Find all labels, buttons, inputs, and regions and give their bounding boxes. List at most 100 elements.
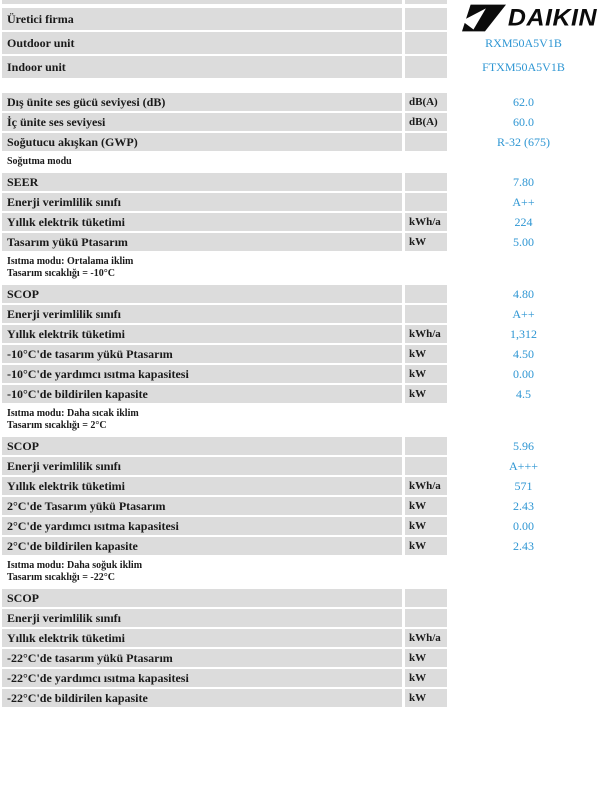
row-value: A++ bbox=[512, 194, 535, 209]
column-divider bbox=[402, 113, 405, 131]
section-header-heating-colder: Isıtma modu: Daha soğuk iklim Tasarım sı… bbox=[2, 560, 600, 584]
daikin-logo-text: DAIKIN bbox=[507, 4, 597, 31]
row-label: -10°C'de yardımcı ısıtma kapasitesi bbox=[2, 365, 402, 383]
row-unit bbox=[405, 609, 447, 627]
row-value: 4.5 bbox=[516, 386, 531, 401]
table-row: Enerji verimlilik sınıfı A++ bbox=[2, 305, 600, 323]
column-divider bbox=[402, 173, 405, 191]
row-value: 571 bbox=[514, 478, 533, 493]
column-divider bbox=[402, 477, 405, 495]
section-header-line: Tasarım sıcaklığı = -22°C bbox=[7, 572, 115, 583]
row-unit: dB(A) bbox=[405, 93, 447, 111]
table-row: Soğutucu akışkan (GWP) R-32 (675) bbox=[2, 133, 600, 151]
row-label: Yıllık elektrik tüketimi bbox=[2, 325, 402, 343]
column-divider bbox=[402, 649, 405, 667]
row-unit: dB(A) bbox=[405, 113, 447, 131]
row-value: A++ bbox=[512, 306, 535, 321]
row-unit bbox=[405, 173, 447, 191]
section-header-line: Isıtma modu: Daha soğuk iklim bbox=[7, 560, 143, 571]
row-unit: kWh/a bbox=[405, 629, 447, 647]
table-row: SEER 7.80 bbox=[2, 173, 600, 191]
row-unit: kWh/a bbox=[405, 213, 447, 231]
row-value: RXM50A5V1B bbox=[485, 35, 562, 50]
row-unit: kW bbox=[405, 345, 447, 363]
row-unit: kWh/a bbox=[405, 325, 447, 343]
column-divider bbox=[402, 305, 405, 323]
row-label: Yıllık elektrik tüketimi bbox=[2, 629, 402, 647]
section-header-line: Isıtma modu: Daha sıcak iklim bbox=[7, 408, 139, 419]
row-label: -10°C'de tasarım yükü Ptasarım bbox=[2, 345, 402, 363]
table-row: Yıllık elektrik tüketimi kWh/a 1,312 bbox=[2, 325, 600, 343]
table-row: Yıllık elektrik tüketimi kWh/a 571 bbox=[2, 477, 600, 495]
section-header-heating-average: Isıtma modu: Ortalama iklim Tasarım sıca… bbox=[2, 256, 600, 280]
column-divider bbox=[402, 345, 405, 363]
row-value: 4.50 bbox=[513, 346, 534, 361]
table-row: Dış ünite ses gücü seviyesi (dB) dB(A) 6… bbox=[2, 93, 600, 111]
row-label: Yıllık elektrik tüketimi bbox=[2, 213, 402, 231]
daikin-mark-icon bbox=[461, 4, 506, 32]
row-unit: kW bbox=[405, 517, 447, 535]
row-value: 62.0 bbox=[513, 94, 534, 109]
row-label: Outdoor unit bbox=[2, 32, 402, 54]
row-value bbox=[447, 689, 600, 707]
column-divider bbox=[402, 457, 405, 475]
row-value: 2.43 bbox=[513, 538, 534, 553]
row-value: 60.0 bbox=[513, 114, 534, 129]
row-label: Enerji verimlilik sınıfı bbox=[2, 193, 402, 211]
column-divider bbox=[402, 589, 405, 607]
row-value: 0.00 bbox=[513, 366, 534, 381]
section-header-line: Isıtma modu: Ortalama iklim bbox=[7, 256, 134, 267]
column-divider bbox=[402, 517, 405, 535]
spec-table: Üretici firma Outdoor unit RXM50A5V1B In… bbox=[2, 0, 600, 709]
row-unit bbox=[405, 32, 447, 54]
row-unit: kW bbox=[405, 385, 447, 403]
row-value: 5.96 bbox=[513, 438, 534, 453]
column-divider bbox=[402, 56, 405, 78]
column-divider bbox=[402, 537, 405, 555]
column-divider bbox=[402, 233, 405, 251]
row-value bbox=[447, 609, 600, 627]
row-label: -22°C'de yardımcı ısıtma kapasitesi bbox=[2, 669, 402, 687]
table-row: SCOP 4.80 bbox=[2, 285, 600, 303]
row-label: Enerji verimlilik sınıfı bbox=[2, 609, 402, 627]
column-divider bbox=[402, 93, 405, 111]
table-row: -22°C'de yardımcı ısıtma kapasitesi kW bbox=[2, 669, 600, 687]
row-label: Enerji verimlilik sınıfı bbox=[2, 305, 402, 323]
row-label: -10°C'de bildirilen kapasite bbox=[2, 385, 402, 403]
row-label: Tasarım yükü Ptasarım bbox=[2, 233, 402, 251]
daikin-logo: DAIKIN bbox=[461, 4, 597, 32]
row-unit: kW bbox=[405, 233, 447, 251]
row-unit bbox=[405, 0, 447, 4]
row-unit: kWh/a bbox=[405, 477, 447, 495]
table-row: -22°C'de tasarım yükü Ptasarım kW bbox=[2, 649, 600, 667]
column-divider bbox=[402, 689, 405, 707]
row-unit bbox=[405, 193, 447, 211]
table-row: 2°C'de bildirilen kapasite kW 2.43 bbox=[2, 537, 600, 555]
row-value: 7.80 bbox=[513, 174, 534, 189]
row-unit bbox=[405, 56, 447, 78]
row-label: -22°C'de tasarım yükü Ptasarım bbox=[2, 649, 402, 667]
row-label: Enerji verimlilik sınıfı bbox=[2, 457, 402, 475]
table-row: -22°C'de bildirilen kapasite kW bbox=[2, 689, 600, 707]
section-header-line: Tasarım sıcaklığı = -10°C bbox=[7, 268, 115, 279]
table-row: Yıllık elektrik tüketimi kWh/a 224 bbox=[2, 213, 600, 231]
table-row: Enerji verimlilik sınıfı A+++ bbox=[2, 457, 600, 475]
table-row: -10°C'de yardımcı ısıtma kapasitesi kW 0… bbox=[2, 365, 600, 383]
row-label: Üretici firma bbox=[2, 8, 402, 30]
column-divider bbox=[402, 133, 405, 151]
row-unit: kW bbox=[405, 669, 447, 687]
table-row: İç ünite ses seviyesi dB(A) 60.0 bbox=[2, 113, 600, 131]
column-divider bbox=[402, 8, 405, 30]
section-header-line: Tasarım sıcaklığı = 2°C bbox=[7, 420, 107, 431]
section-header-heating-warmer: Isıtma modu: Daha sıcak iklim Tasarım sı… bbox=[2, 408, 600, 432]
row-label: SEER bbox=[2, 173, 402, 191]
table-row: 2°C'de yardımcı ısıtma kapasitesi kW 0.0… bbox=[2, 517, 600, 535]
table-row-partial bbox=[2, 0, 600, 4]
table-row: Üretici firma bbox=[2, 8, 600, 30]
table-row: SCOP bbox=[2, 589, 600, 607]
table-row: Outdoor unit RXM50A5V1B bbox=[2, 32, 600, 54]
row-unit: kW bbox=[405, 537, 447, 555]
row-unit bbox=[405, 285, 447, 303]
column-divider bbox=[402, 32, 405, 54]
